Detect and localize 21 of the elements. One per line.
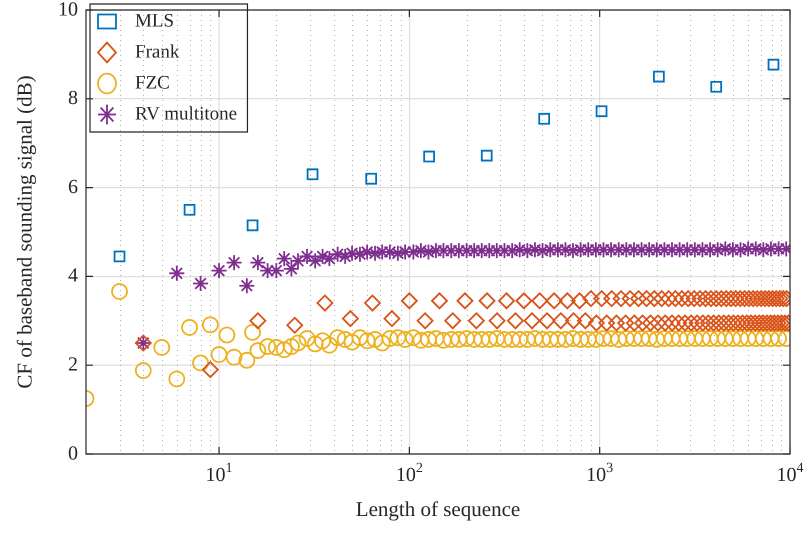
legend-label: RV multitone — [126, 103, 238, 124]
x-axis-title: Length of sequence — [356, 497, 520, 521]
point — [768, 58, 780, 70]
legend-label: FZC — [126, 72, 170, 94]
y-tick-label: 8 — [68, 87, 78, 110]
point — [365, 172, 378, 185]
y-tick-label: 4 — [68, 264, 78, 287]
point — [653, 70, 665, 82]
point — [480, 150, 493, 162]
y-tick-label: 2 — [68, 353, 78, 376]
point — [596, 105, 608, 118]
point — [306, 168, 318, 180]
y-tick-label: 0 — [68, 442, 78, 464]
point — [538, 112, 550, 125]
legend-label: MLS — [126, 10, 174, 32]
y-tick-label: 6 — [68, 176, 78, 198]
y-tick-label: 10 — [58, 0, 78, 20]
y-axis-title: CF of baseband sounding signal (dB) — [12, 75, 37, 389]
point — [423, 150, 435, 162]
legend-label: Frank — [126, 41, 180, 62]
point — [710, 80, 722, 93]
